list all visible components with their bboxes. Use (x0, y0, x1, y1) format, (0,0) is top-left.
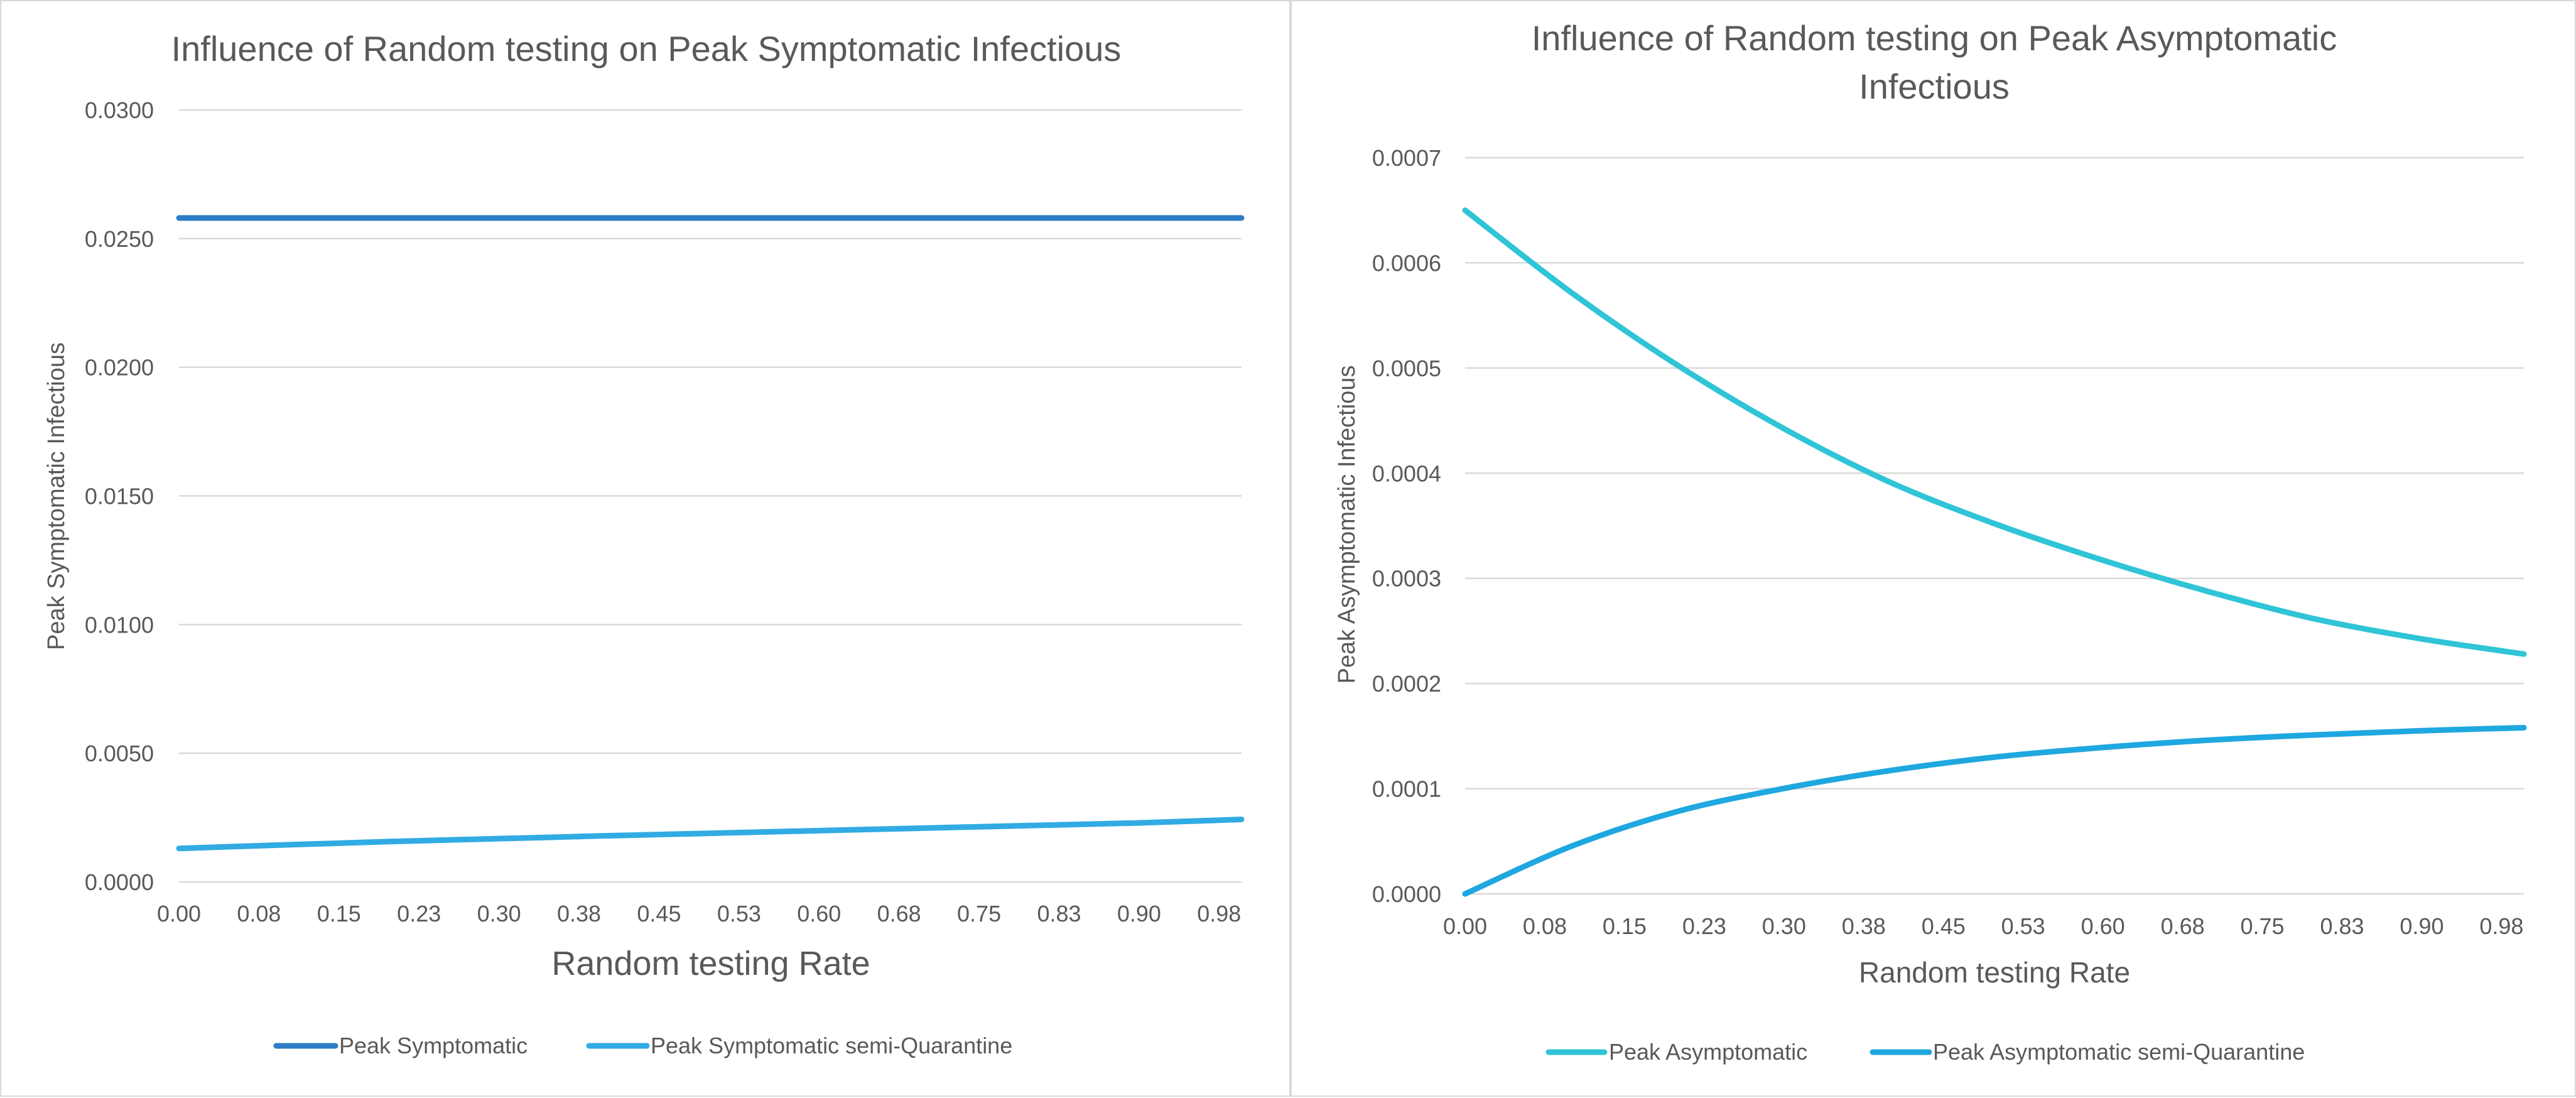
x-tick-label: 0.90 (1117, 901, 1161, 927)
chart-title: Influence of Random testing on Peak Asym… (1532, 18, 2337, 106)
gridlines (179, 109, 1242, 754)
chart-title-line: Infectious (1859, 67, 2010, 106)
x-tick-label: 0.00 (157, 901, 201, 927)
legend-label: Peak Symptomatic semi-Quarantine (651, 1033, 1012, 1058)
legend-label: Peak Asymptomatic semi-Quarantine (1933, 1039, 2305, 1065)
chart-panel-asymptomatic: Influence of Random testing on Peak Asym… (1291, 0, 2576, 1097)
x-tick-label: 0.30 (1762, 913, 1806, 939)
axes: 0.0000 0.0001 0.0002 0.0003 0.0004 0.0005 0.00… (1372, 145, 2524, 939)
x-tick-label: 0.23 (397, 901, 441, 927)
chart-symptomatic: Influence of Random testing on Peak Symp… (43, 29, 1245, 1058)
legend-item: Peak Asymptomatic semi-Quarantine (1870, 1039, 2305, 1065)
y-tick-label: 0.0003 (1372, 566, 1441, 592)
chart-title: Influence of Random testing on Peak Symp… (171, 29, 1122, 68)
y-tick-label: 0.0150 (85, 484, 154, 509)
y-tick-label: 0.0100 (85, 612, 154, 638)
y-tick-label: 0.0200 (85, 355, 154, 381)
y-tick-label: 0.0002 (1372, 671, 1441, 697)
chart-asymptomatic: Influence of Random testing on Peak Asym… (1334, 18, 2527, 1065)
x-tick-label: 0.08 (1523, 913, 1567, 939)
x-tick-label: 0.68 (2161, 913, 2205, 939)
x-tick-label: 0.08 (237, 901, 281, 927)
x-tick-label: 0.60 (2081, 913, 2125, 939)
gridlines (1465, 156, 2524, 790)
chart-legend: Peak Asymptomatic Peak Asymptomatic semi… (1545, 1039, 2305, 1065)
legend-item: Peak Symptomatic (273, 1033, 528, 1058)
chart-title-line: Influence of Random testing on Peak Asym… (1532, 18, 2337, 58)
legend-label: Peak Symptomatic (339, 1033, 528, 1058)
x-tick-label: 0.75 (957, 901, 1001, 927)
x-tick-label: 0.00 (1443, 913, 1487, 939)
x-axis-title: Random testing Rate (551, 945, 870, 982)
series-group (176, 215, 1245, 852)
y-tick-label: 0.0005 (1372, 356, 1441, 381)
x-tick-label: 0.23 (1682, 913, 1726, 939)
x-tick-label: 0.60 (797, 901, 841, 927)
y-tick-label: 0.0050 (85, 741, 154, 766)
x-tick-label: 0.30 (477, 901, 521, 927)
x-tick-label: 0.83 (2320, 913, 2364, 939)
series-line (1462, 724, 2527, 897)
y-axis-title: Peak Symptomatic Infectious (43, 342, 70, 650)
x-tick-label: 0.83 (1037, 901, 1081, 927)
x-tick-label: 0.98 (1197, 901, 1241, 927)
x-tick-label: 0.68 (877, 901, 921, 927)
x-tick-label: 0.38 (1842, 913, 1886, 939)
series-group (1462, 207, 2527, 897)
y-tick-label: 0.0300 (85, 97, 154, 123)
x-tick-label: 0.38 (557, 901, 601, 927)
axes: 0.0000 0.0050 0.0100 0.0150 0.0200 0.0250 0.03… (85, 97, 1242, 927)
chart-panel-symptomatic: Influence of Random testing on Peak Symp… (0, 0, 1291, 1097)
y-tick-label: 0.0250 (85, 226, 154, 252)
legend-item: Peak Symptomatic semi-Quarantine (586, 1033, 1012, 1058)
x-tick-label: 0.98 (2479, 913, 2523, 939)
series-line (1462, 207, 2527, 657)
x-tick-label: 0.45 (1922, 913, 1966, 939)
y-tick-label: 0.0000 (85, 869, 154, 895)
x-tick-label: 0.53 (2001, 913, 2045, 939)
y-tick-label: 0.0000 (1372, 881, 1441, 907)
legend-label: Peak Asymptomatic (1609, 1039, 1807, 1065)
legend-item: Peak Asymptomatic (1545, 1039, 1807, 1065)
x-tick-label: 0.45 (637, 901, 681, 927)
y-axis-title: Peak Asymptomatic Infectious (1334, 366, 1360, 684)
y-tick-label: 0.0006 (1372, 250, 1441, 276)
x-tick-label: 0.75 (2241, 913, 2285, 939)
x-tick-label: 0.53 (717, 901, 761, 927)
y-tick-label: 0.0007 (1372, 145, 1441, 171)
y-tick-label: 0.0004 (1372, 460, 1441, 486)
x-tick-label: 0.15 (1603, 913, 1647, 939)
y-tick-label: 0.0001 (1372, 776, 1441, 802)
x-tick-label: 0.90 (2400, 913, 2443, 939)
x-tick-label: 0.15 (317, 901, 361, 927)
chart-legend: Peak Symptomatic Peak Symptomatic semi-Q… (273, 1033, 1012, 1058)
series-line (176, 816, 1245, 852)
x-axis-title: Random testing Rate (1859, 956, 2130, 989)
